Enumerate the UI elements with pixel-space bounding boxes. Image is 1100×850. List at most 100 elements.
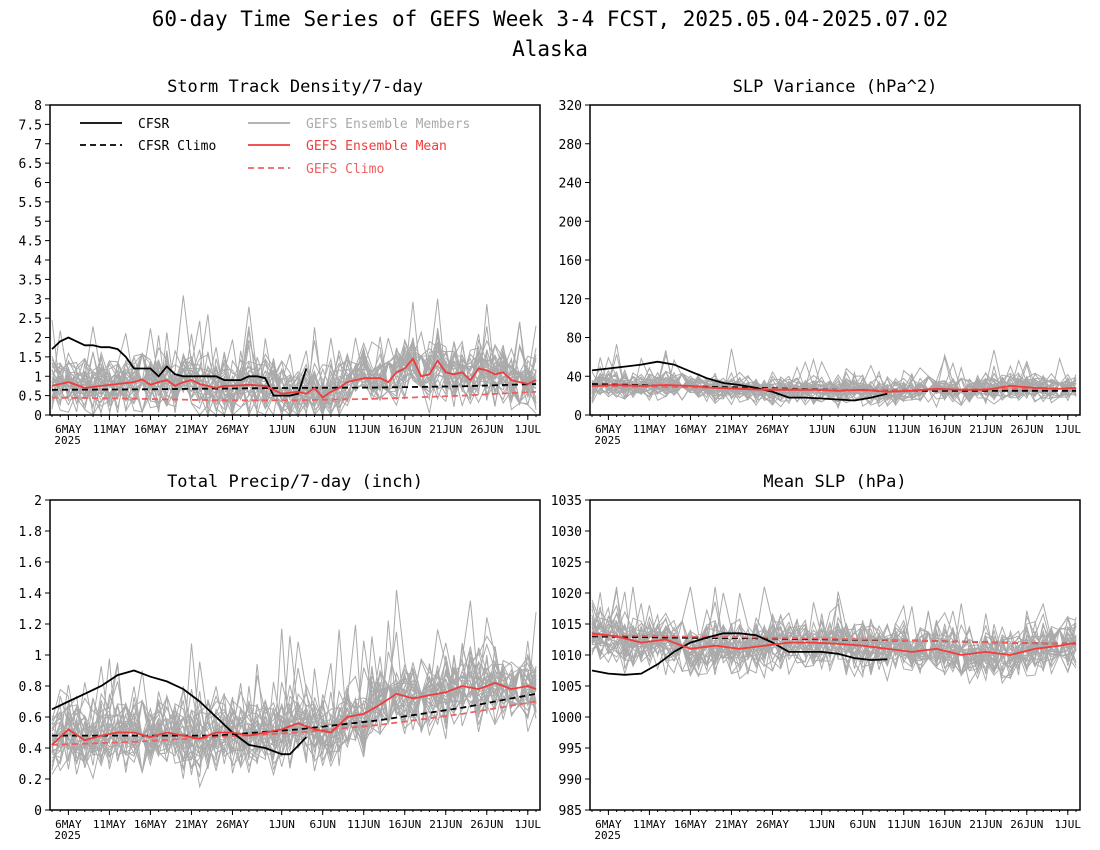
x-tick-label: 26JUN (1010, 818, 1043, 831)
x-tick-label: 1JUN (808, 423, 835, 436)
y-tick-label: 320 (559, 99, 582, 114)
x-tick-label: 1JUL (515, 818, 542, 831)
series-gefs-climo (591, 385, 1076, 391)
chart-panel-1: Storm Track Density/7-day 0 0.5 1 1.5 2 2.5 3 3.… (19, 77, 542, 447)
y-tick-label: 0.2 (19, 773, 42, 788)
y-tick-label: 1030 (551, 525, 582, 540)
series-gefs-ensemble-mean (51, 357, 537, 399)
x-tick-label: 1JUN (268, 818, 295, 831)
x-tick-label: 6MAY (595, 423, 622, 436)
x-tick-label: 16MAY (134, 423, 167, 436)
x-tick-label: 26MAY (756, 818, 789, 831)
x-tick-label: 11MAY (633, 818, 666, 831)
panels: Storm Track Density/7-day 0 0.5 1 1.5 2 2.5 3 3.… (19, 77, 1082, 842)
x-tick-label: 26JUN (1010, 423, 1043, 436)
chart-panel-3: Total Precip/7-day (inch)00.20.40.60.811… (19, 472, 542, 842)
x-tick-label: 6JUN (849, 818, 876, 831)
x-tick-label: 21MAY (175, 423, 208, 436)
x-tick-label: 6JUN (309, 423, 336, 436)
x-tick-label: 11JUN (887, 423, 920, 436)
legend-label-cfsr: CFSR (138, 117, 169, 132)
series-gefs-climo (51, 700, 537, 746)
ensemble-member-line (591, 592, 1077, 683)
y-tick-label: 1000 (551, 711, 582, 726)
plot-frame (589, 104, 1081, 416)
y-tick-label: 3.5 (19, 273, 42, 288)
x-year-label: 2025 (594, 434, 621, 447)
panel-title: Mean SLP (hPa) (763, 472, 906, 492)
y-tick-label: 5 (34, 215, 42, 230)
x-tick-label: 21JUN (969, 423, 1002, 436)
figure-subtitle: Alaska (512, 37, 588, 61)
x-tick-label: 6JUN (309, 818, 336, 831)
x-tick-label: 16JUN (388, 818, 421, 831)
y-tick-label: 1 (34, 649, 42, 664)
series-gefs-ensemble-mean (51, 681, 537, 746)
ensemble-member-line (51, 326, 537, 415)
y-tick-label: 40 (566, 370, 582, 385)
x-tick-label: 21JUN (429, 818, 462, 831)
x-tick-label: 16JUN (928, 423, 961, 436)
y-tick-label: 990 (559, 773, 582, 788)
plot-area (591, 586, 1077, 685)
y-tick-label: 2.5 (19, 312, 42, 327)
y-tick-label: 80 (566, 332, 582, 347)
y-tick-label: 280 (559, 138, 582, 153)
plot-frame (589, 499, 1081, 811)
panel-title: Storm Track Density/7-day (167, 77, 423, 97)
plot-area (51, 295, 537, 415)
plot-frame (49, 499, 541, 811)
plot-frame (49, 104, 541, 416)
y-tick-label: 0.4 (19, 742, 43, 757)
y-tick-label: 7 (34, 138, 42, 153)
y-tick-label: 1010 (551, 649, 582, 664)
y-tick-label: 0.5 (19, 390, 42, 405)
legend-label-gefs_climo: GEFS Climo (306, 162, 384, 177)
y-tick-label: 0.6 (19, 711, 42, 726)
y-tick-label: 0 (574, 409, 582, 424)
y-tick-label: 0 (34, 804, 42, 819)
plot-area (51, 589, 537, 789)
y-tick-label: 1 (34, 370, 42, 385)
series-gefs-ensemble-mean (591, 632, 1077, 656)
series-gefs-ensemble-mean (591, 384, 1077, 393)
y-tick-label: 4 (34, 254, 42, 269)
y-tick-label: 6.5 (19, 157, 42, 172)
y-tick-label: 8 (34, 99, 42, 114)
x-tick-label: 21MAY (715, 818, 748, 831)
figure-title: 60-day Time Series of GEFS Week 3-4 FCST… (152, 7, 949, 31)
x-tick-label: 6MAY (595, 818, 622, 831)
ensemble-member-line (51, 660, 537, 772)
x-tick-label: 16JUN (928, 818, 961, 831)
y-tick-label: 1015 (551, 618, 582, 633)
y-tick-label: 3 (34, 293, 42, 308)
x-tick-label: 11MAY (633, 423, 666, 436)
x-tick-label: 16MAY (674, 818, 707, 831)
ensemble-member-line (51, 327, 537, 415)
ensemble-member-line (591, 603, 1077, 676)
x-tick-label: 26MAY (216, 423, 249, 436)
x-tick-label: 6MAY (55, 818, 82, 831)
x-tick-label: 26JUN (470, 818, 503, 831)
ensemble-member-line (51, 651, 537, 774)
x-tick-label: 11MAY (93, 423, 126, 436)
x-tick-label: 21JUN (429, 423, 462, 436)
ensemble-member-line (51, 589, 537, 773)
y-tick-label: 985 (559, 804, 582, 819)
x-tick-label: 21MAY (175, 818, 208, 831)
x-tick-label: 26MAY (756, 423, 789, 436)
x-tick-label: 16MAY (134, 818, 167, 831)
legend: CFSR CFSR Climo GEFS Ensemble Members GEFS … (80, 117, 470, 177)
x-tick-label: 16MAY (674, 423, 707, 436)
x-tick-label: 26JUN (470, 423, 503, 436)
ensemble-member-line (51, 600, 537, 768)
legend-label-cfsr_climo: CFSR Climo (138, 139, 216, 154)
legend-label-gefs_mean: GEFS Ensemble Mean (306, 139, 447, 154)
y-tick-label: 2 (34, 332, 42, 347)
y-tick-label: 1005 (551, 680, 582, 695)
ensemble-member-line (591, 352, 1077, 407)
ensemble-member-line (51, 641, 537, 768)
panel-title: Total Precip/7-day (inch) (167, 472, 423, 492)
y-tick-label: 1025 (551, 556, 582, 571)
